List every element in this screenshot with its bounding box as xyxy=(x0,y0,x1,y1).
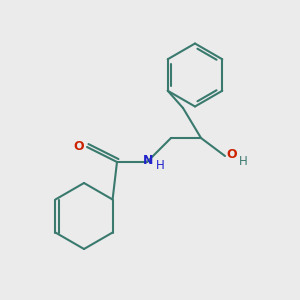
Text: N: N xyxy=(142,154,153,167)
Text: O: O xyxy=(73,140,84,153)
Text: H: H xyxy=(239,155,248,168)
Text: O: O xyxy=(226,148,237,161)
Text: H: H xyxy=(156,159,165,172)
